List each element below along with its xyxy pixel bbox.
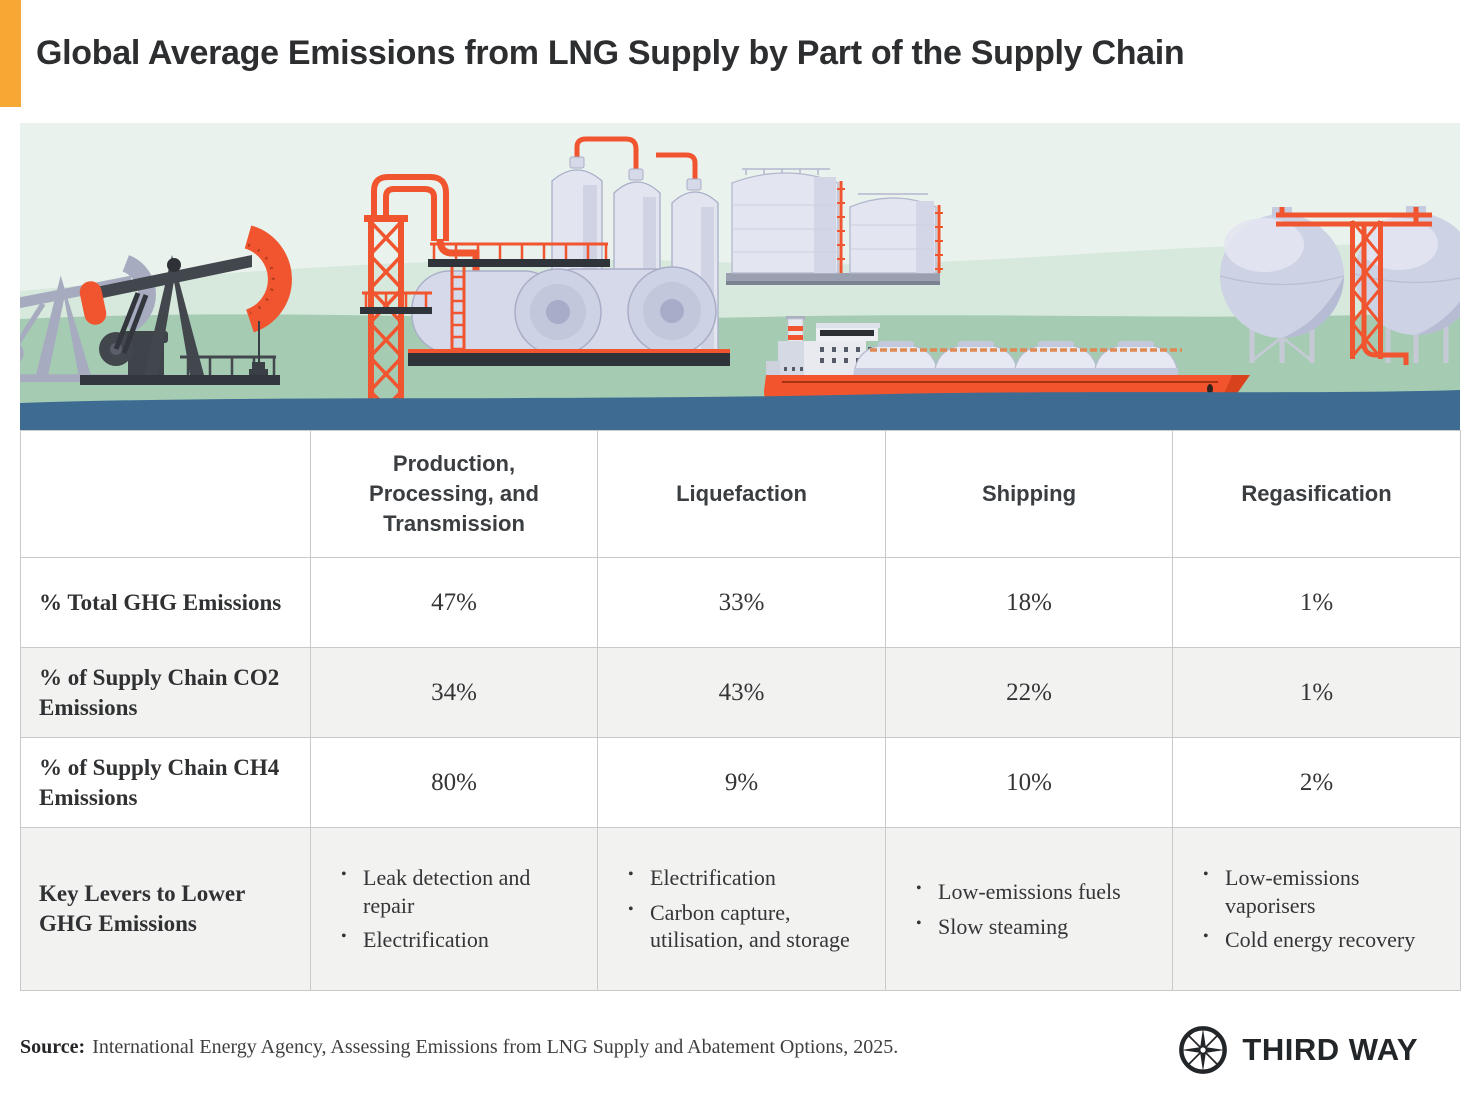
row-label: % of Supply Chain CO2 Emissions [20,647,311,738]
table-row-ch4: % of Supply Chain CH4 Emissions 80% 9% 1… [20,737,1461,828]
value-cell: 1% [1172,557,1461,648]
logo-text: THIRD WAY [1242,1032,1418,1067]
lever-item: Electrification [626,864,858,892]
value-cell: 18% [885,557,1173,648]
page-title: Global Average Emissions from LNG Supply… [36,34,1185,72]
table-row-key-levers: Key Levers to Lower GHG Emissions Leak d… [20,827,1461,991]
value-cell: 80% [310,737,598,828]
column-header-liquefaction: Liquefaction [597,430,886,558]
value-cell: 34% [310,647,598,738]
table-row-total-ghg: % Total GHG Emissions 47% 33% 18% 1% [20,557,1461,648]
row-label: Key Levers to Lower GHG Emissions [20,827,311,991]
source-label: Source: [20,1036,86,1058]
row-label: % Total GHG Emissions [20,557,311,648]
corner-cell [20,430,311,558]
column-header-shipping: Shipping [885,430,1173,558]
value-cell: 1% [1172,647,1461,738]
lever-item: Carbon capture, utilisation, and storage [626,899,858,954]
column-header-production: Production, Processing, and Transmission [310,430,598,558]
value-cell: 33% [597,557,886,648]
value-cell: 47% [310,557,598,648]
pumpjack-icon [79,225,292,385]
lever-item: Low-emissions fuels [914,878,1146,906]
lever-item: Slow steaming [914,913,1146,941]
emissions-table: Production, Processing, and Transmission… [20,430,1461,991]
compass-icon [1179,1026,1228,1074]
table-row-co2: % of Supply Chain CO2 Emissions 34% 43% … [20,647,1461,738]
ship-dome-tanks [853,341,1182,376]
lng-supply-chain-illustration [20,123,1460,430]
emissions-table-wrap: Production, Processing, and Transmission… [20,430,1461,991]
processing-plant-icon [364,174,480,425]
source-text: International Energy Agency, Assessing E… [92,1036,899,1058]
levers-cell-production: Leak detection and repair Electrificatio… [310,827,598,991]
value-cell: 43% [597,647,886,738]
lever-item: Cold energy recovery [1201,926,1433,954]
regasification-plant-icon [1219,206,1460,365]
horizontal-tanks-icon [360,242,730,366]
lever-item: Electrification [339,926,571,954]
lever-item: Leak detection and repair [339,864,571,919]
source-note: Source: International Energy Agency, Asse… [20,1036,898,1059]
title-accent-bar [0,0,21,107]
illustration-svg [20,123,1460,430]
value-cell: 2% [1172,737,1461,828]
row-label: % of Supply Chain CH4 Emissions [20,737,311,828]
value-cell: 10% [885,737,1173,828]
water [20,390,1460,430]
storage-tanks-icon [726,168,943,285]
levers-cell-regasification: Low-emissions vaporisers Cold energy rec… [1172,827,1461,991]
levers-cell-shipping: Low-emissions fuels Slow steaming [885,827,1173,991]
column-header-regasification: Regasification [1172,430,1461,558]
header-row: Production, Processing, and Transmission… [20,430,1461,558]
thirdway-logo: THIRD WAY [1177,1024,1418,1076]
value-cell: 22% [885,647,1173,738]
value-cell: 9% [597,737,886,828]
levers-cell-liquefaction: Electrification Carbon capture, utilisat… [597,827,886,991]
lever-item: Low-emissions vaporisers [1201,864,1433,919]
ship-superstructure [766,316,880,375]
